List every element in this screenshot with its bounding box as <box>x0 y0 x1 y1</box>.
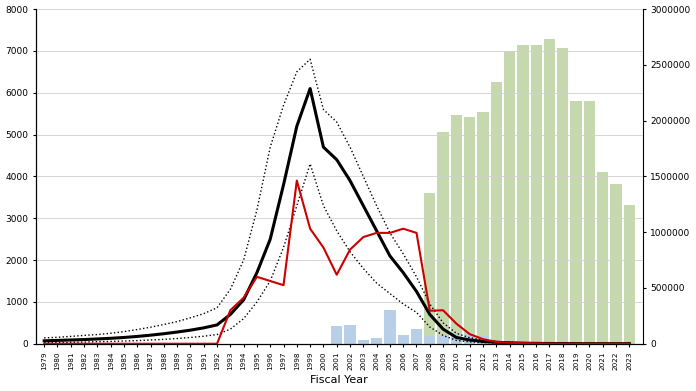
Bar <box>610 184 622 344</box>
Bar <box>504 52 515 344</box>
Bar <box>438 132 449 344</box>
X-axis label: Fiscal Year: Fiscal Year <box>310 375 368 386</box>
Bar <box>597 172 608 344</box>
Bar <box>571 100 582 344</box>
Bar <box>477 337 489 344</box>
Bar <box>464 334 475 344</box>
Bar <box>624 205 635 344</box>
Bar <box>584 100 595 344</box>
Bar <box>477 112 489 344</box>
Bar <box>397 335 409 344</box>
Bar <box>424 337 436 344</box>
Bar <box>411 329 422 344</box>
Bar <box>491 341 502 344</box>
Bar <box>491 82 502 344</box>
Bar <box>451 115 462 344</box>
Bar <box>438 336 449 344</box>
Bar <box>464 117 475 344</box>
Bar <box>517 45 528 344</box>
Bar <box>530 45 541 344</box>
Bar <box>331 326 342 344</box>
Bar <box>358 341 369 344</box>
Bar <box>424 193 436 344</box>
Bar <box>451 334 462 344</box>
Bar <box>557 48 569 344</box>
Bar <box>384 310 395 344</box>
Bar <box>544 39 555 344</box>
Bar <box>371 337 382 344</box>
Bar <box>345 325 356 344</box>
